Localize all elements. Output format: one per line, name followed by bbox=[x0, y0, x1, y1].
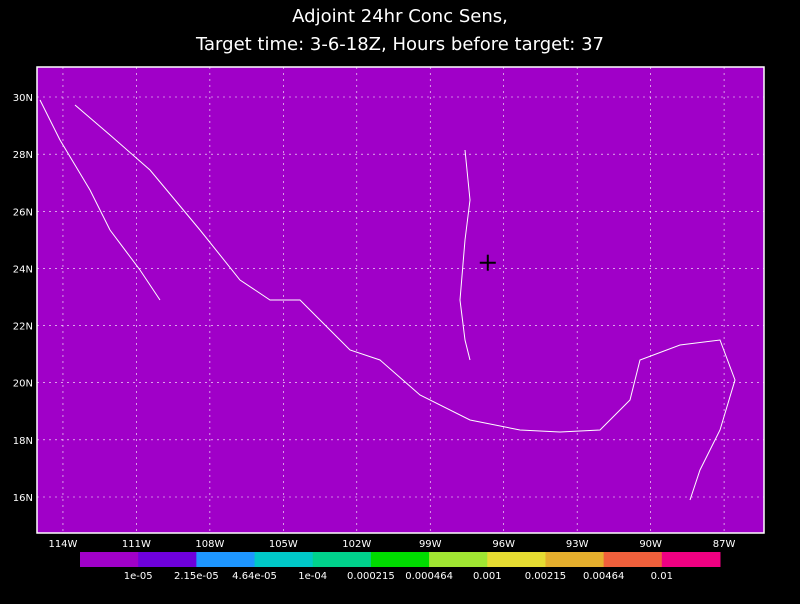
colorbar-label: 0.00464 bbox=[583, 571, 624, 582]
colorbar-label: 0.01 bbox=[651, 571, 673, 582]
colorbar-swatch bbox=[312, 552, 372, 567]
y-tick-label: 20N bbox=[13, 379, 33, 390]
x-tick-label: 90W bbox=[639, 539, 662, 550]
title-line: Adjoint 24hr Conc Sens, bbox=[292, 6, 508, 27]
y-tick-label: 26N bbox=[13, 207, 33, 218]
colorbar-label: 1e-04 bbox=[298, 571, 327, 582]
x-tick-label: 111W bbox=[122, 539, 151, 550]
colorbar-swatch bbox=[545, 552, 605, 567]
x-tick-label: 114W bbox=[48, 539, 77, 550]
colorbar-label: 0.000464 bbox=[405, 571, 453, 582]
colorbar-swatch bbox=[661, 552, 721, 567]
coastline bbox=[74, 104, 736, 501]
colorbar-label: 1e-05 bbox=[124, 571, 153, 582]
y-tick-label: 18N bbox=[13, 436, 33, 447]
y-tick-label: 22N bbox=[13, 322, 33, 333]
colorbar-swatch bbox=[603, 552, 663, 567]
colorbar-label: 2.15e-05 bbox=[174, 571, 219, 582]
colorbar-swatch bbox=[138, 552, 197, 567]
colorbar-label: 4.64e-05 bbox=[232, 571, 277, 582]
colorbar-swatch bbox=[196, 552, 256, 567]
x-tick-label: 99W bbox=[419, 539, 442, 550]
colorbar-label: 0.000215 bbox=[347, 571, 395, 582]
coastline bbox=[39, 99, 161, 301]
colorbar-swatch bbox=[370, 552, 430, 567]
x-tick-label: 108W bbox=[195, 539, 224, 550]
colorbar-swatch bbox=[487, 552, 546, 567]
map-frame bbox=[36, 66, 765, 534]
y-tick-label: 28N bbox=[13, 150, 33, 161]
y-tick-label: 16N bbox=[13, 493, 33, 504]
colorbar-swatch bbox=[254, 552, 314, 567]
x-tick-label: 87W bbox=[713, 539, 736, 550]
y-tick-label: 30N bbox=[13, 93, 33, 104]
colorbar-swatch bbox=[80, 552, 139, 567]
coastline bbox=[459, 149, 471, 361]
colorbar-label: 0.00215 bbox=[525, 571, 566, 582]
x-tick-label: 96W bbox=[492, 539, 515, 550]
colorbar-swatch bbox=[429, 552, 488, 567]
title-line: Target time: 3-6-18Z, Hours before targe… bbox=[195, 34, 604, 55]
x-tick-label: 93W bbox=[566, 539, 589, 550]
x-tick-label: 102W bbox=[342, 539, 371, 550]
y-tick-label: 24N bbox=[13, 264, 33, 275]
colorbar-label: 0.001 bbox=[473, 571, 502, 582]
x-tick-label: 105W bbox=[269, 539, 298, 550]
map-background bbox=[37, 67, 764, 533]
